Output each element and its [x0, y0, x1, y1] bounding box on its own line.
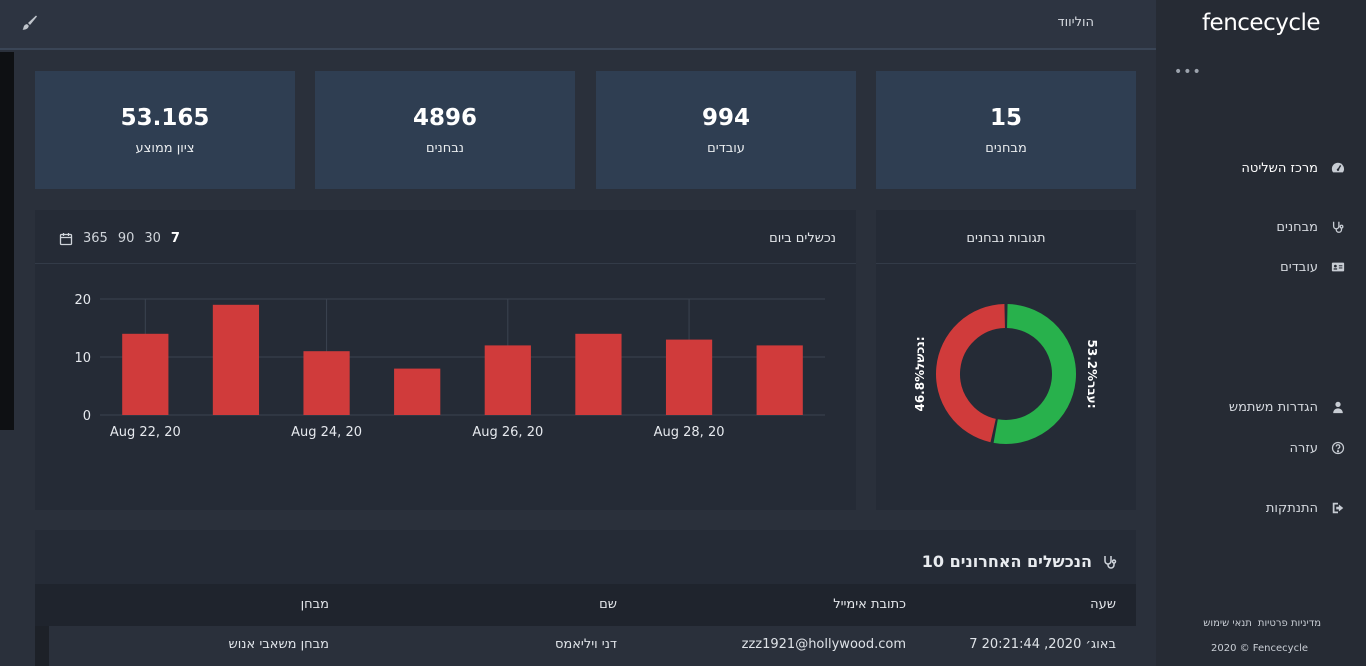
- panel-title: תגובות נבחנים: [966, 231, 1046, 246]
- table-title: 10 הנכשלים האחרונים: [921, 552, 1092, 571]
- stat-card-tests: 15 מבחנים: [876, 71, 1136, 189]
- range-365[interactable]: 365: [83, 231, 108, 246]
- range-90[interactable]: 90: [117, 231, 135, 246]
- cell-test: מבחן משאבי אנוש: [228, 637, 329, 652]
- bar-1[interactable]: [122, 333, 169, 415]
- range-selector: 365 90 30 7: [59, 231, 180, 246]
- donut-chart: 53.2%עבר: 46.8%נכשל:: [913, 304, 1099, 444]
- bar-5[interactable]: [484, 345, 531, 415]
- bar-6[interactable]: [575, 333, 622, 415]
- recent-failures-panel: 10 הנכשלים האחרונים שעה כתובת אימייל שם …: [35, 530, 1136, 666]
- sidebar-item-employees[interactable]: עובדים: [1280, 256, 1346, 278]
- sidebar-item-label: הגדרות משתמש: [1228, 399, 1318, 415]
- copyright: 2020 © Fencecycle: [1211, 643, 1308, 654]
- table-header: שעה כתובת אימייל שם מבחן: [35, 584, 1136, 626]
- stat-label: מבחנים: [985, 141, 1027, 156]
- table-row[interactable]: 7 באוג׳ 2020, 20:21:44 zzz1921@hollywood…: [35, 626, 1136, 666]
- stat-card-average-score: 53.165 ציון ממוצע: [35, 71, 295, 189]
- x-tick-label: Aug 24, 20: [291, 425, 362, 440]
- sidebar-item-tests[interactable]: מבחנים: [1276, 216, 1346, 238]
- bar-3[interactable]: [303, 351, 350, 415]
- stat-label: ציון ממוצע: [135, 141, 195, 156]
- sidebar-item-label: עובדים: [1280, 259, 1318, 275]
- x-tick-label: Aug 28, 20: [654, 425, 725, 440]
- panel-title: נכשלים ביום: [769, 231, 836, 246]
- column-header-name[interactable]: שם: [599, 597, 617, 612]
- x-tick-label: Aug 26, 20: [472, 425, 543, 440]
- column-header-time[interactable]: שעה: [1090, 597, 1116, 612]
- panel-header: תגובות נבחנים: [876, 210, 1136, 264]
- y-tick-label: 10: [74, 351, 91, 366]
- stat-card-examinees: 4896 נבחנים: [315, 71, 575, 189]
- paint-brush-icon[interactable]: [20, 14, 38, 32]
- stat-value: 4896: [412, 105, 477, 131]
- app-logo[interactable]: fencecycle: [1201, 10, 1321, 36]
- donut-slice-1[interactable]: [993, 304, 1076, 444]
- stethoscope-icon: [1330, 219, 1346, 235]
- top-header: הוליווד: [0, 0, 1156, 50]
- stat-value: 994: [701, 105, 750, 131]
- sidebar-item-help[interactable]: עזרה: [1290, 437, 1346, 459]
- stethoscope-icon: [1102, 554, 1118, 570]
- y-tick-label: 20: [74, 293, 91, 308]
- user-icon: [1330, 399, 1346, 415]
- terms-of-use-link[interactable]: תנאי שימוש: [1203, 618, 1252, 629]
- left-scroll-strip: [0, 52, 14, 430]
- sidebar-item-label: מבחנים: [1276, 219, 1318, 235]
- donut-label-fail: 46.8%נכשל:: [913, 336, 927, 411]
- cell-time: 7 באוג׳ 2020, 20:21:44: [969, 637, 1116, 652]
- dashboard-icon: [1330, 160, 1346, 176]
- stat-value: 53.165: [120, 105, 210, 131]
- column-header-test[interactable]: מבחן: [300, 597, 329, 612]
- sidebar-item-label: עזרה: [1289, 440, 1318, 456]
- id-card-icon: [1330, 259, 1346, 275]
- footer-links: מדיניות פרטיות תנאי שימוש: [1203, 618, 1321, 629]
- question-circle-icon: [1330, 440, 1346, 456]
- sidebar-item-label: התנתקות: [1265, 500, 1318, 516]
- bar-chart: 0 10 20 Aug 22, 20 Aug 24, 20 Aug 26, 20 Aug 2…: [74, 293, 825, 440]
- y-tick-label: 0: [83, 409, 91, 424]
- cell-name: דני ויליאמס: [554, 637, 617, 652]
- cell-email: zzz1921@hollywood.com: [741, 637, 906, 652]
- stat-value: 15: [989, 105, 1022, 131]
- sidebar-item-dashboard[interactable]: מרכז השליטה: [1241, 157, 1346, 179]
- sidebar: fencecycle ••• מרכז השליטה מבחנים עובדים…: [1156, 0, 1366, 666]
- privacy-policy-link[interactable]: מדיניות פרטיות: [1257, 618, 1321, 629]
- donut-label-pass: 53.2%עבר:: [1085, 340, 1099, 409]
- failed-per-day-panel: נכשלים ביום 365 90 30 7 0 10 20 Aug 22, 20 A…: [35, 210, 856, 510]
- stat-label: עובדים: [707, 141, 745, 156]
- sidebar-item-user-settings[interactable]: הגדרות משתמש: [1229, 396, 1346, 418]
- range-7[interactable]: 7: [170, 231, 180, 246]
- stat-card-employees: 994 עובדים: [596, 71, 856, 189]
- range-30[interactable]: 30: [144, 231, 161, 246]
- panel-header: נכשלים ביום 365 90 30 7: [35, 210, 856, 264]
- stat-label: נבחנים: [426, 141, 464, 156]
- donut-slice-2[interactable]: [936, 304, 1006, 443]
- bar-8[interactable]: [756, 345, 803, 415]
- column-header-email[interactable]: כתובת אימייל: [833, 597, 906, 612]
- page-title: הוליווד: [1057, 15, 1094, 30]
- examinee-responses-panel: תגובות נבחנים 53.2%עבר: 46.8%נכשל:: [876, 210, 1136, 510]
- more-icon[interactable]: •••: [1174, 64, 1202, 80]
- sidebar-item-logout[interactable]: התנתקות: [1266, 497, 1346, 519]
- x-tick-label: Aug 22, 20: [110, 425, 181, 440]
- sign-out-icon: [1330, 500, 1346, 516]
- bar-7[interactable]: [665, 339, 713, 415]
- bar-2[interactable]: [212, 304, 260, 415]
- calendar-icon[interactable]: [59, 232, 73, 246]
- bar-4[interactable]: [394, 368, 441, 415]
- sidebar-item-label: מרכז השליטה: [1241, 160, 1318, 176]
